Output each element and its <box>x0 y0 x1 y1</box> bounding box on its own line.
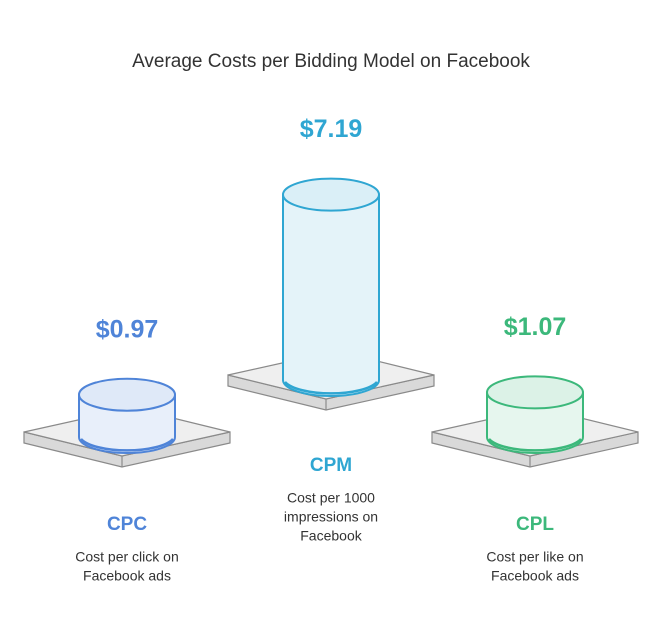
description: Cost per click on <box>75 549 178 565</box>
description: Facebook ads <box>491 568 579 584</box>
cylinder-top <box>282 177 380 212</box>
value-label: $7.19 <box>300 115 363 143</box>
cylinder <box>486 391 584 454</box>
description: Cost per 1000 <box>287 490 375 506</box>
value-label: $1.07 <box>504 313 567 341</box>
cylinder <box>282 193 380 397</box>
cylinder-base <box>284 381 378 395</box>
cylinder-base <box>488 438 582 452</box>
chart-title: Average Costs per Bidding Model on Faceb… <box>132 51 530 72</box>
description: impressions on <box>284 509 378 525</box>
description: Facebook <box>300 528 362 544</box>
category-label: CPM <box>310 455 352 476</box>
cylinder-top <box>486 375 584 410</box>
category-label: CPL <box>516 514 554 535</box>
description: Cost per like on <box>486 549 583 565</box>
value-label: $0.97 <box>96 315 159 343</box>
description: Facebook ads <box>83 568 171 584</box>
category-label: CPC <box>107 514 147 535</box>
cylinder-top <box>78 377 176 412</box>
cylinder-base <box>80 438 174 452</box>
